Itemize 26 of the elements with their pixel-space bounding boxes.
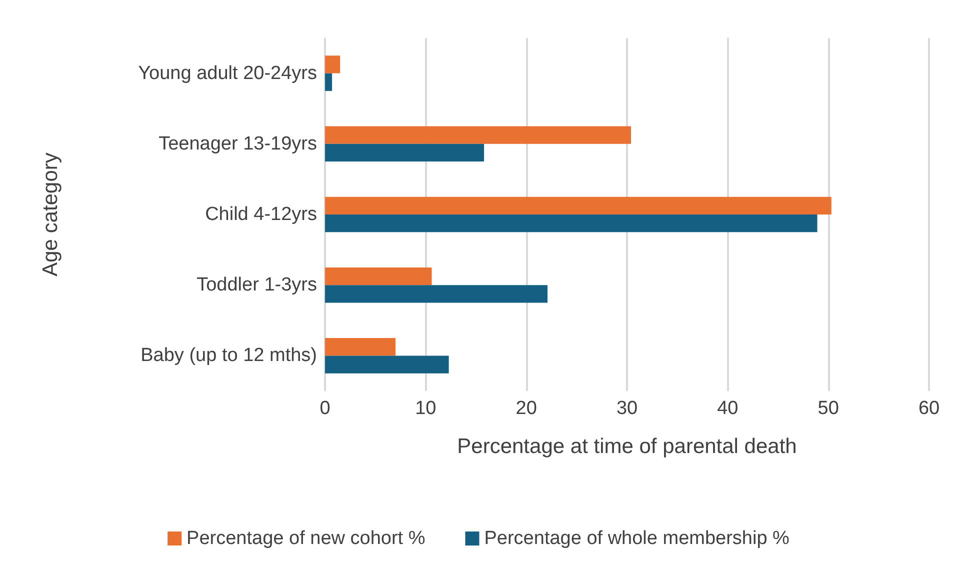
y-axis-title: Age category [39,152,62,276]
bar [325,214,818,232]
x-tick-label: 30 [616,398,638,419]
bar [325,196,832,214]
x-tick-label: 40 [717,398,738,419]
bar [325,126,632,144]
x-tick-label: 10 [415,398,436,419]
x-tick-label: 60 [918,398,940,419]
x-tick-label: 0 [320,398,330,419]
x-tick-label: 20 [516,398,537,419]
bar [325,356,449,374]
bar [325,56,340,74]
y-tick-label: Child 4-12yrs [205,204,317,225]
bar [325,73,332,91]
x-tick-label: 50 [818,398,839,419]
legend-label: Percentage of whole membership % [484,528,790,549]
y-tick-label: Toddler 1-3yrs [196,274,317,296]
y-tick-label: Young adult 20-24yrs [138,62,317,84]
bar [325,267,432,286]
bar [325,285,548,303]
legend-label: Percentage of new cohort % [186,528,426,549]
x-axis-title: Percentage at time of parental death [457,435,797,458]
bar [325,144,484,162]
y-tick-label: Baby (up to 12 mths) [140,345,317,366]
y-tick-label: Teenager 13-19yrs [158,133,317,154]
bar [325,338,396,356]
